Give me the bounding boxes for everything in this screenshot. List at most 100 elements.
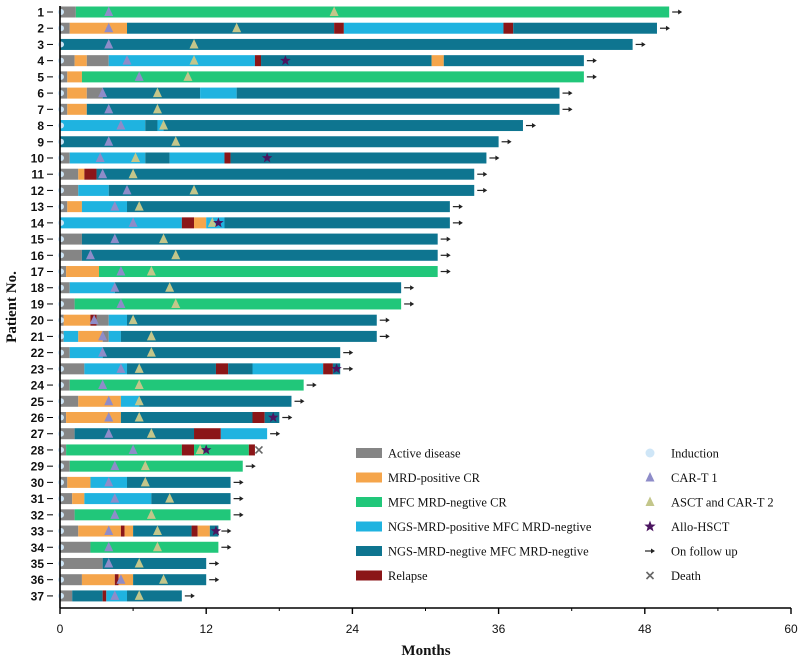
patient-label: 15	[31, 233, 45, 247]
patient-label: 5	[37, 70, 44, 84]
segment-active	[60, 249, 82, 261]
patient-row	[60, 347, 341, 359]
patient-label: 26	[31, 411, 45, 425]
follow-up-arrow-head	[651, 548, 655, 554]
patient-row	[60, 298, 402, 310]
segment-mfcneg	[81, 71, 584, 83]
follow-up-arrow-head	[276, 431, 281, 437]
asct-marker	[152, 87, 162, 98]
cart1-marker	[104, 22, 114, 33]
markers-layer	[58, 6, 683, 600]
cart1-marker	[104, 525, 114, 536]
segment-ngspos	[343, 22, 504, 34]
legend-label-active: Active disease	[388, 447, 461, 461]
segment-mfcneg	[69, 379, 304, 391]
induction-marker	[58, 73, 64, 80]
segment-mrdpos	[78, 330, 103, 342]
allo-hsct-marker	[267, 412, 279, 422]
segment-mrdpos	[78, 168, 85, 180]
induction-marker	[58, 430, 64, 437]
induction-marker	[58, 106, 64, 113]
induction-marker	[58, 479, 64, 486]
segment-active	[60, 379, 70, 391]
follow-up-arrow-head	[300, 398, 305, 404]
cart1-marker	[116, 298, 126, 308]
patient-label: 14	[31, 216, 45, 230]
follow-up-arrow-head	[312, 382, 317, 388]
segment-ngspos	[60, 120, 146, 132]
asct-marker	[189, 184, 199, 195]
induction-marker	[58, 252, 64, 259]
patient-row	[60, 120, 523, 132]
patient-label: 22	[31, 346, 45, 360]
legend-swatch-relapse	[356, 570, 382, 581]
induction-marker	[58, 414, 64, 421]
follow-up-marker	[452, 204, 463, 210]
segment-mrdpos	[69, 22, 128, 34]
follow-up-arrow-head	[592, 74, 597, 80]
cart1-marker	[128, 217, 138, 227]
asct-marker	[140, 476, 150, 487]
patient-row	[60, 395, 292, 407]
segment-ngspos	[108, 55, 255, 67]
patient-label: 28	[31, 443, 45, 457]
segment-active	[60, 428, 75, 440]
induction-marker	[58, 203, 64, 210]
patient-label: 2	[37, 22, 44, 36]
segment-active	[60, 184, 79, 196]
cart1-marker	[104, 6, 114, 16]
cart1-marker	[122, 184, 132, 195]
asct-marker	[183, 71, 193, 81]
segment-mrdpos	[67, 87, 87, 99]
segment-ngspos	[200, 87, 237, 99]
induction-marker	[58, 90, 64, 97]
patient-label: 10	[31, 151, 45, 165]
follow-up-arrow-head	[483, 171, 488, 177]
patient-label: 7	[37, 103, 44, 117]
follow-up-arrow-head	[385, 317, 390, 323]
segment-ngsneg	[102, 557, 207, 569]
cart1-marker	[98, 168, 108, 179]
allo-hsct-marker	[210, 525, 222, 536]
induction-marker	[58, 446, 64, 453]
segment-ngspos	[69, 282, 115, 294]
segment-ngsneg	[114, 282, 402, 294]
legend-symbol-asct	[645, 496, 655, 506]
segment-ngspos	[252, 363, 324, 375]
segment-relapse	[84, 168, 97, 180]
x-axis-title: Months	[401, 643, 450, 659]
segment-ngsneg	[60, 38, 633, 50]
asct-marker	[146, 266, 156, 276]
asct-marker	[152, 103, 162, 114]
segment-relapse	[224, 152, 231, 164]
segment-mrdpos	[63, 314, 91, 326]
segment-active	[60, 233, 82, 245]
follow-up-arrow-head	[446, 236, 451, 242]
patient-label: 3	[37, 38, 44, 52]
segment-ngspos	[69, 152, 146, 164]
segment-ngsneg	[133, 574, 207, 586]
patient-label: 35	[31, 557, 45, 571]
segment-ngsneg	[224, 217, 450, 229]
legend-swatch-mrdpos	[356, 472, 382, 483]
patient-label: 4	[37, 54, 44, 68]
segment-ngsneg	[443, 55, 584, 67]
patient-row	[60, 217, 450, 229]
asct-marker	[329, 6, 339, 16]
x-tick-label: 24	[346, 622, 360, 636]
patient-label: 17	[31, 265, 45, 279]
segment-mrdpos	[66, 266, 99, 278]
cart1-marker	[104, 136, 114, 146]
asct-marker	[140, 460, 150, 471]
follow-up-marker	[672, 9, 683, 15]
legend-label-mrdpos: MRD-positive CR	[388, 471, 481, 485]
cart1-marker	[110, 509, 120, 519]
legend-symbol-followup	[645, 548, 655, 554]
segment-mfcneg	[74, 298, 402, 310]
cart1-marker	[104, 103, 114, 114]
asct-marker	[146, 347, 156, 357]
segment-active	[102, 330, 109, 342]
asct-marker	[207, 217, 217, 227]
patient-label: 33	[31, 525, 45, 539]
segment-mrdpos	[118, 574, 134, 586]
